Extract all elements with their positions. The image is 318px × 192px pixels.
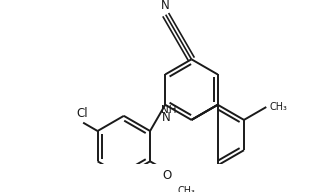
Text: O: O — [162, 169, 171, 182]
Text: CH₃: CH₃ — [269, 102, 287, 112]
Text: CH₃: CH₃ — [178, 186, 196, 192]
Text: Cl: Cl — [76, 107, 87, 120]
Text: N: N — [161, 0, 170, 12]
Text: N: N — [162, 111, 170, 124]
Text: NH: NH — [161, 105, 176, 115]
